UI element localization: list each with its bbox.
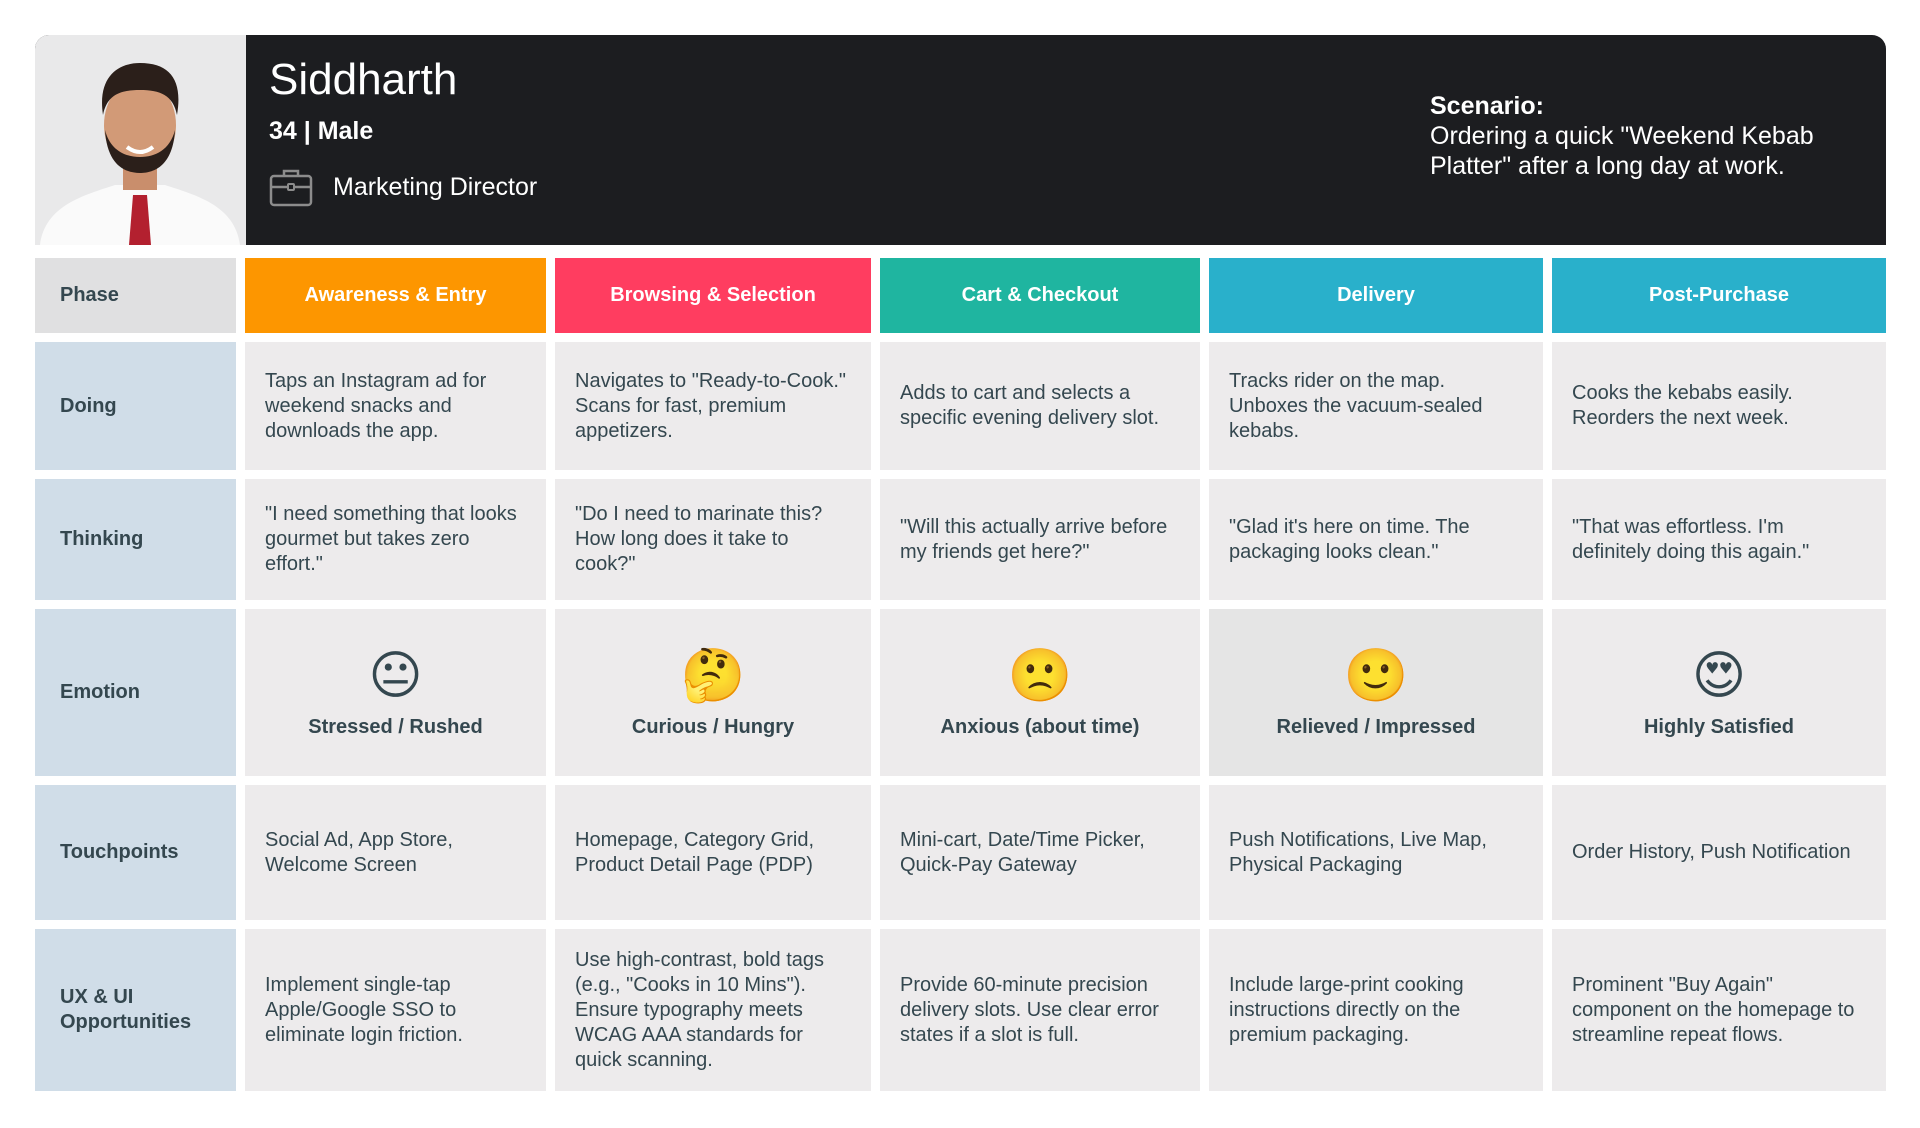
doing-cell: Cooks the kebabs easily. Reorders the ne…	[1552, 342, 1886, 470]
opportunities-cell: Implement single-tap Apple/Google SSO to…	[245, 929, 546, 1091]
emotion-cell: 😐 Stressed / Rushed	[245, 609, 546, 776]
phase-header: Browsing & Selection	[555, 258, 871, 333]
doing-cell: Navigates to "Ready-to-Cook." Scans for …	[555, 342, 871, 470]
emotion-label: Highly Satisfied	[1643, 716, 1795, 738]
emoji-icon: 🙁	[1007, 647, 1073, 705]
thinking-cell: "Will this actually arrive before my fri…	[880, 479, 1200, 600]
row-label-thinking: Thinking	[35, 479, 236, 600]
phase-header: Delivery	[1209, 258, 1543, 333]
touchpoints-cell: Homepage, Category Grid, Product Detail …	[555, 785, 871, 920]
row-label-phase: Phase	[35, 258, 236, 333]
emoji-icon: 😐	[368, 647, 423, 705]
row-label-opportunities: UX & UI Opportunities	[35, 929, 236, 1091]
row-label-emotion: Emotion	[35, 609, 236, 776]
persona-header: Siddharth 34 | Male Marketing Director S…	[35, 35, 1886, 245]
opportunities-cell: Prominent "Buy Again" component on the h…	[1552, 929, 1886, 1091]
row-label-doing: Doing	[35, 342, 236, 470]
row-label-touchpoints: Touchpoints	[35, 785, 236, 920]
journey-map-grid: Phase Awareness & Entry Browsing & Selecti…	[35, 258, 1886, 1091]
touchpoints-cell: Mini-cart, Date/Time Picker, Quick-Pay G…	[880, 785, 1200, 920]
thinking-cell: "Do I need to marinate this? How long do…	[555, 479, 871, 600]
emotion-label: Curious / Hungry	[631, 716, 795, 738]
opportunities-cell: Use high-contrast, bold tags (e.g., "Coo…	[555, 929, 871, 1091]
scenario-label: Scenario:	[1430, 92, 1544, 120]
phase-header: Cart & Checkout	[880, 258, 1200, 333]
emotion-cell: 🤔 Curious / Hungry	[555, 609, 871, 776]
touchpoints-cell: Order History, Push Notification	[1552, 785, 1886, 920]
phase-header: Awareness & Entry	[245, 258, 546, 333]
emotion-cell: 🙂 Relieved / Impressed	[1209, 609, 1543, 776]
briefcase-icon	[269, 169, 313, 207]
thinking-cell: "That was effortless. I'm definitely doi…	[1552, 479, 1886, 600]
emoji-icon: 😍	[1691, 647, 1747, 705]
doing-cell: Adds to cart and selects a specific even…	[880, 342, 1200, 470]
touchpoints-cell: Push Notifications, Live Map, Physical P…	[1209, 785, 1543, 920]
touchpoints-cell: Social Ad, App Store, Welcome Screen	[245, 785, 546, 920]
emoji-icon: 🤔	[680, 647, 746, 705]
persona-name: Siddharth	[269, 55, 458, 104]
opportunities-cell: Provide 60-minute precision delivery slo…	[880, 929, 1200, 1091]
doing-cell: Tracks rider on the map. Unboxes the vac…	[1209, 342, 1543, 470]
doing-cell: Taps an Instagram ad for weekend snacks …	[245, 342, 546, 470]
phase-header: Post-Purchase	[1552, 258, 1886, 333]
persona-photo	[35, 35, 246, 245]
job-title: Marketing Director	[333, 172, 538, 201]
opportunities-cell: Include large-print cooking instructions…	[1209, 929, 1543, 1091]
persona-job: Marketing Director	[269, 167, 537, 207]
scenario: Scenario: Ordering a quick "Weekend Keba…	[1430, 91, 1850, 181]
scenario-text: Ordering a quick "Weekend Kebab Platter"…	[1430, 122, 1814, 180]
emotion-label: Anxious (about time)	[940, 716, 1140, 738]
emotion-label: Relieved / Impressed	[1276, 716, 1476, 738]
thinking-cell: "Glad it's here on time. The packaging l…	[1209, 479, 1543, 600]
persona-age-gender: 34 | Male	[269, 117, 374, 145]
emotion-cell: 😍 Highly Satisfied	[1552, 609, 1886, 776]
thinking-cell: "I need something that looks gourmet but…	[245, 479, 546, 600]
emotion-label: Stressed / Rushed	[308, 716, 483, 738]
emotion-cell: 🙁 Anxious (about time)	[880, 609, 1200, 776]
emoji-icon: 🙂	[1343, 647, 1409, 705]
